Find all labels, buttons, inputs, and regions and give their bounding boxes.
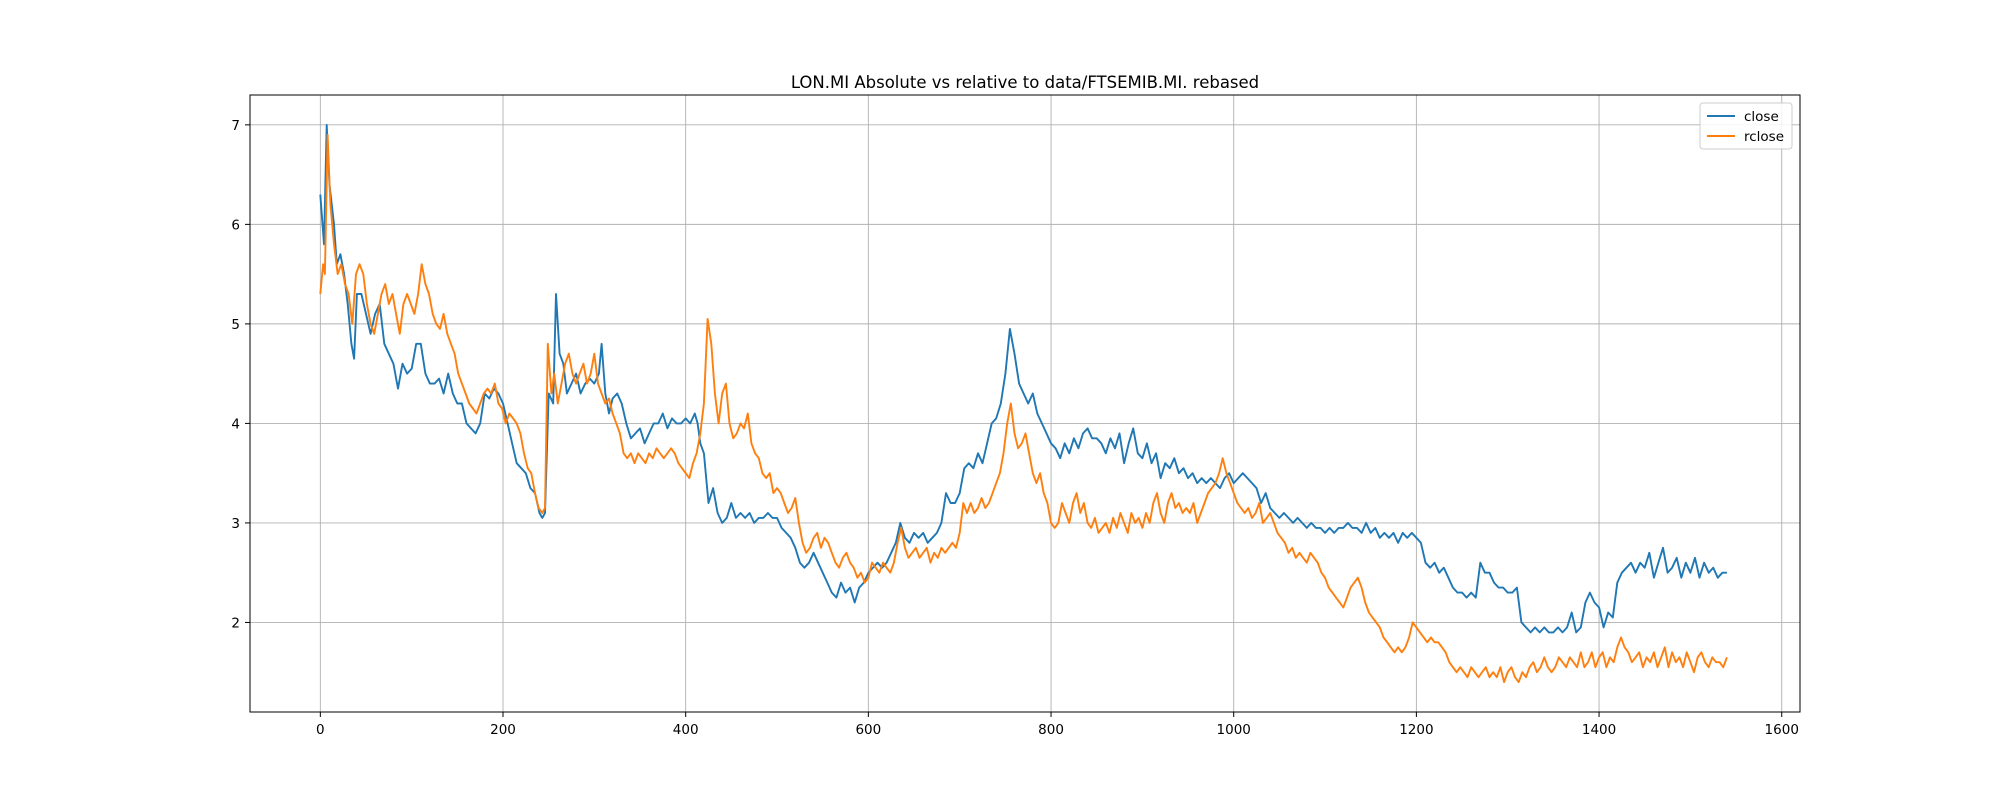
x-tick-label: 1600 [1765, 722, 1799, 738]
x-tick-label: 1400 [1582, 722, 1616, 738]
legend-box [1699, 102, 1793, 150]
grid [250, 95, 1800, 712]
axes-frame [249, 94, 1801, 713]
x-tick-label: 200 [490, 722, 516, 738]
y-tick-label: 2 [231, 615, 240, 631]
series-line-close [319, 123, 1727, 634]
series-line-rclose [319, 133, 1728, 684]
y-tick-label: 4 [231, 416, 240, 432]
x-tick-label: 600 [855, 722, 881, 738]
y-tick-label: 7 [231, 118, 240, 134]
x-tick-label: 0 [316, 722, 325, 738]
x-tick-label: 800 [1038, 722, 1064, 738]
y-tick-label: 6 [231, 217, 240, 233]
chart-title: LON.MI Absolute vs relative to data/FTSE… [791, 73, 1259, 92]
y-tick-label: 3 [231, 516, 240, 532]
y-tick-label: 5 [231, 317, 240, 333]
plot-frame [249, 94, 1801, 713]
y-axis: 2 3 4 5 6 7 [231, 118, 250, 631]
x-tick-label: 400 [673, 722, 699, 738]
legend-label-rclose: rclose [1744, 129, 1784, 145]
x-tick-label: 1200 [1399, 722, 1433, 738]
legend-label-close: close [1744, 109, 1779, 125]
x-tick-label: 1000 [1217, 722, 1251, 738]
x-axis: 0 200 400 600 800 1000 1200 1400 1600 [316, 712, 1799, 738]
series-layer [319, 123, 1728, 684]
legend: close rclose [1699, 102, 1793, 150]
